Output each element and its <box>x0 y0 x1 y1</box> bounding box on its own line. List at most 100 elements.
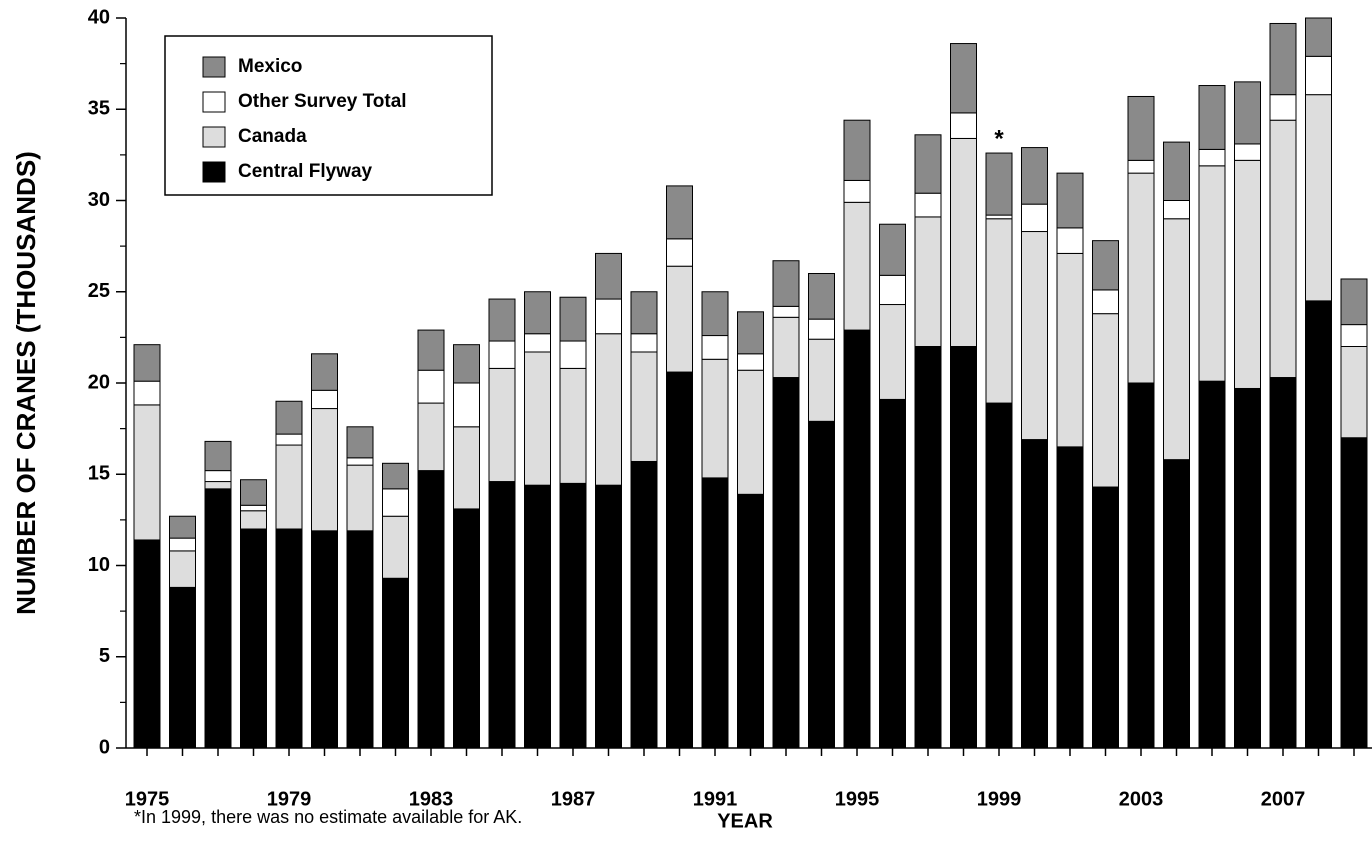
bar-segment <box>311 353 338 391</box>
bar-segment <box>808 420 835 749</box>
bar-segment <box>275 444 303 530</box>
bar-segment <box>1340 437 1368 749</box>
bar-segment <box>985 152 1013 216</box>
bar-segment <box>133 344 161 382</box>
bar-segment <box>1021 203 1048 233</box>
x-tick-label: 2007 <box>1261 788 1306 810</box>
bar-segment <box>1305 300 1332 749</box>
bar-segment <box>879 398 906 749</box>
bar-segment <box>240 479 267 506</box>
bar-segment <box>1234 387 1261 749</box>
bar-segment <box>666 238 693 267</box>
legend-swatch <box>202 91 226 113</box>
bar-segment <box>1163 459 1190 749</box>
bar-segment <box>488 481 516 749</box>
bar-segment <box>666 371 693 749</box>
bar-segment <box>914 346 942 749</box>
bar-segment <box>843 179 871 203</box>
bar-segment <box>843 119 871 181</box>
y-tick-label: 0 <box>99 736 110 758</box>
bar-segment <box>950 112 977 139</box>
bar-segment <box>879 223 906 276</box>
bar-segment <box>346 530 374 749</box>
bar-segment <box>737 493 764 749</box>
bar-segment <box>1198 148 1226 167</box>
bar-segment <box>240 528 267 749</box>
bar-segment <box>985 218 1013 404</box>
bar-segment <box>453 382 480 428</box>
bar-segment <box>559 367 587 484</box>
bar-segment <box>950 346 977 749</box>
bar-segment <box>595 484 622 749</box>
bar-segment <box>311 389 338 410</box>
bar-segment <box>240 510 267 530</box>
bar-segment <box>737 369 764 495</box>
bar-segment <box>169 515 196 539</box>
y-tick-label: 35 <box>88 98 110 120</box>
bar-segment <box>133 380 161 406</box>
bar-segment <box>1056 227 1084 254</box>
bar-segment <box>1198 165 1226 382</box>
bar-segment <box>772 260 800 307</box>
bar-segment <box>1340 346 1368 439</box>
bar-segment <box>382 488 409 517</box>
bar-segment <box>1234 159 1261 389</box>
bar-segment <box>808 318 835 340</box>
bar-segment <box>595 333 622 486</box>
bar-segment <box>524 291 551 335</box>
bar-segment <box>1092 486 1119 749</box>
x-tick-label: 1999 <box>977 788 1022 810</box>
y-tick-label: 15 <box>88 463 110 485</box>
bar-segment <box>559 296 587 342</box>
y-tick-label: 5 <box>99 645 110 667</box>
bar-segment <box>204 440 232 472</box>
bar-segment <box>1127 172 1155 384</box>
bar-segment <box>843 329 871 749</box>
bar-segment <box>879 304 906 400</box>
bar-segment <box>1163 218 1190 461</box>
bar-segment <box>950 137 977 347</box>
bar-segment <box>1269 22 1297 96</box>
bar-segment <box>985 214 1013 220</box>
annotation: * <box>994 125 1004 152</box>
bar-segment <box>1269 94 1297 121</box>
bar-segment <box>914 192 942 218</box>
bar-segment <box>1305 17 1332 57</box>
x-tick-label: 1979 <box>267 788 312 810</box>
y-tick-label: 40 <box>88 6 110 28</box>
bar-segment <box>1198 85 1226 150</box>
legend-swatch <box>202 126 226 148</box>
bar-segment <box>737 311 764 355</box>
bar-segment <box>914 134 942 194</box>
bar-segment <box>275 433 303 446</box>
bar-segment <box>417 470 445 749</box>
x-tick-label: 1991 <box>693 788 738 810</box>
bar-segment <box>1021 439 1048 749</box>
bar-segment <box>1340 278 1368 326</box>
x-tick-label: 1987 <box>551 788 596 810</box>
x-tick-label: 2003 <box>1119 788 1164 810</box>
bar-segment <box>1198 380 1226 749</box>
bar-segment <box>1163 141 1190 202</box>
bar-segment <box>1127 95 1155 161</box>
bar-segment <box>417 369 445 404</box>
bar-segment <box>1056 172 1084 229</box>
bar-segment <box>346 457 374 466</box>
legend-swatch <box>202 56 226 78</box>
bar-segment <box>559 482 587 749</box>
bar-segment <box>133 404 161 541</box>
y-axis-label: NUMBER OF CRANES (THOUSANDS) <box>11 151 41 615</box>
y-tick-label: 20 <box>88 371 110 393</box>
bar-segment <box>879 274 906 306</box>
bar-segment <box>1305 94 1332 302</box>
bar-segment <box>524 351 551 486</box>
bar-segment <box>1127 159 1155 174</box>
bar-segment <box>311 408 338 532</box>
legend-swatch <box>202 161 226 183</box>
bar-segment <box>701 291 729 337</box>
x-tick-label: 1983 <box>409 788 454 810</box>
bar-segment <box>1021 147 1048 205</box>
legend-label: Mexico <box>238 56 302 77</box>
bar-segment <box>275 400 303 435</box>
